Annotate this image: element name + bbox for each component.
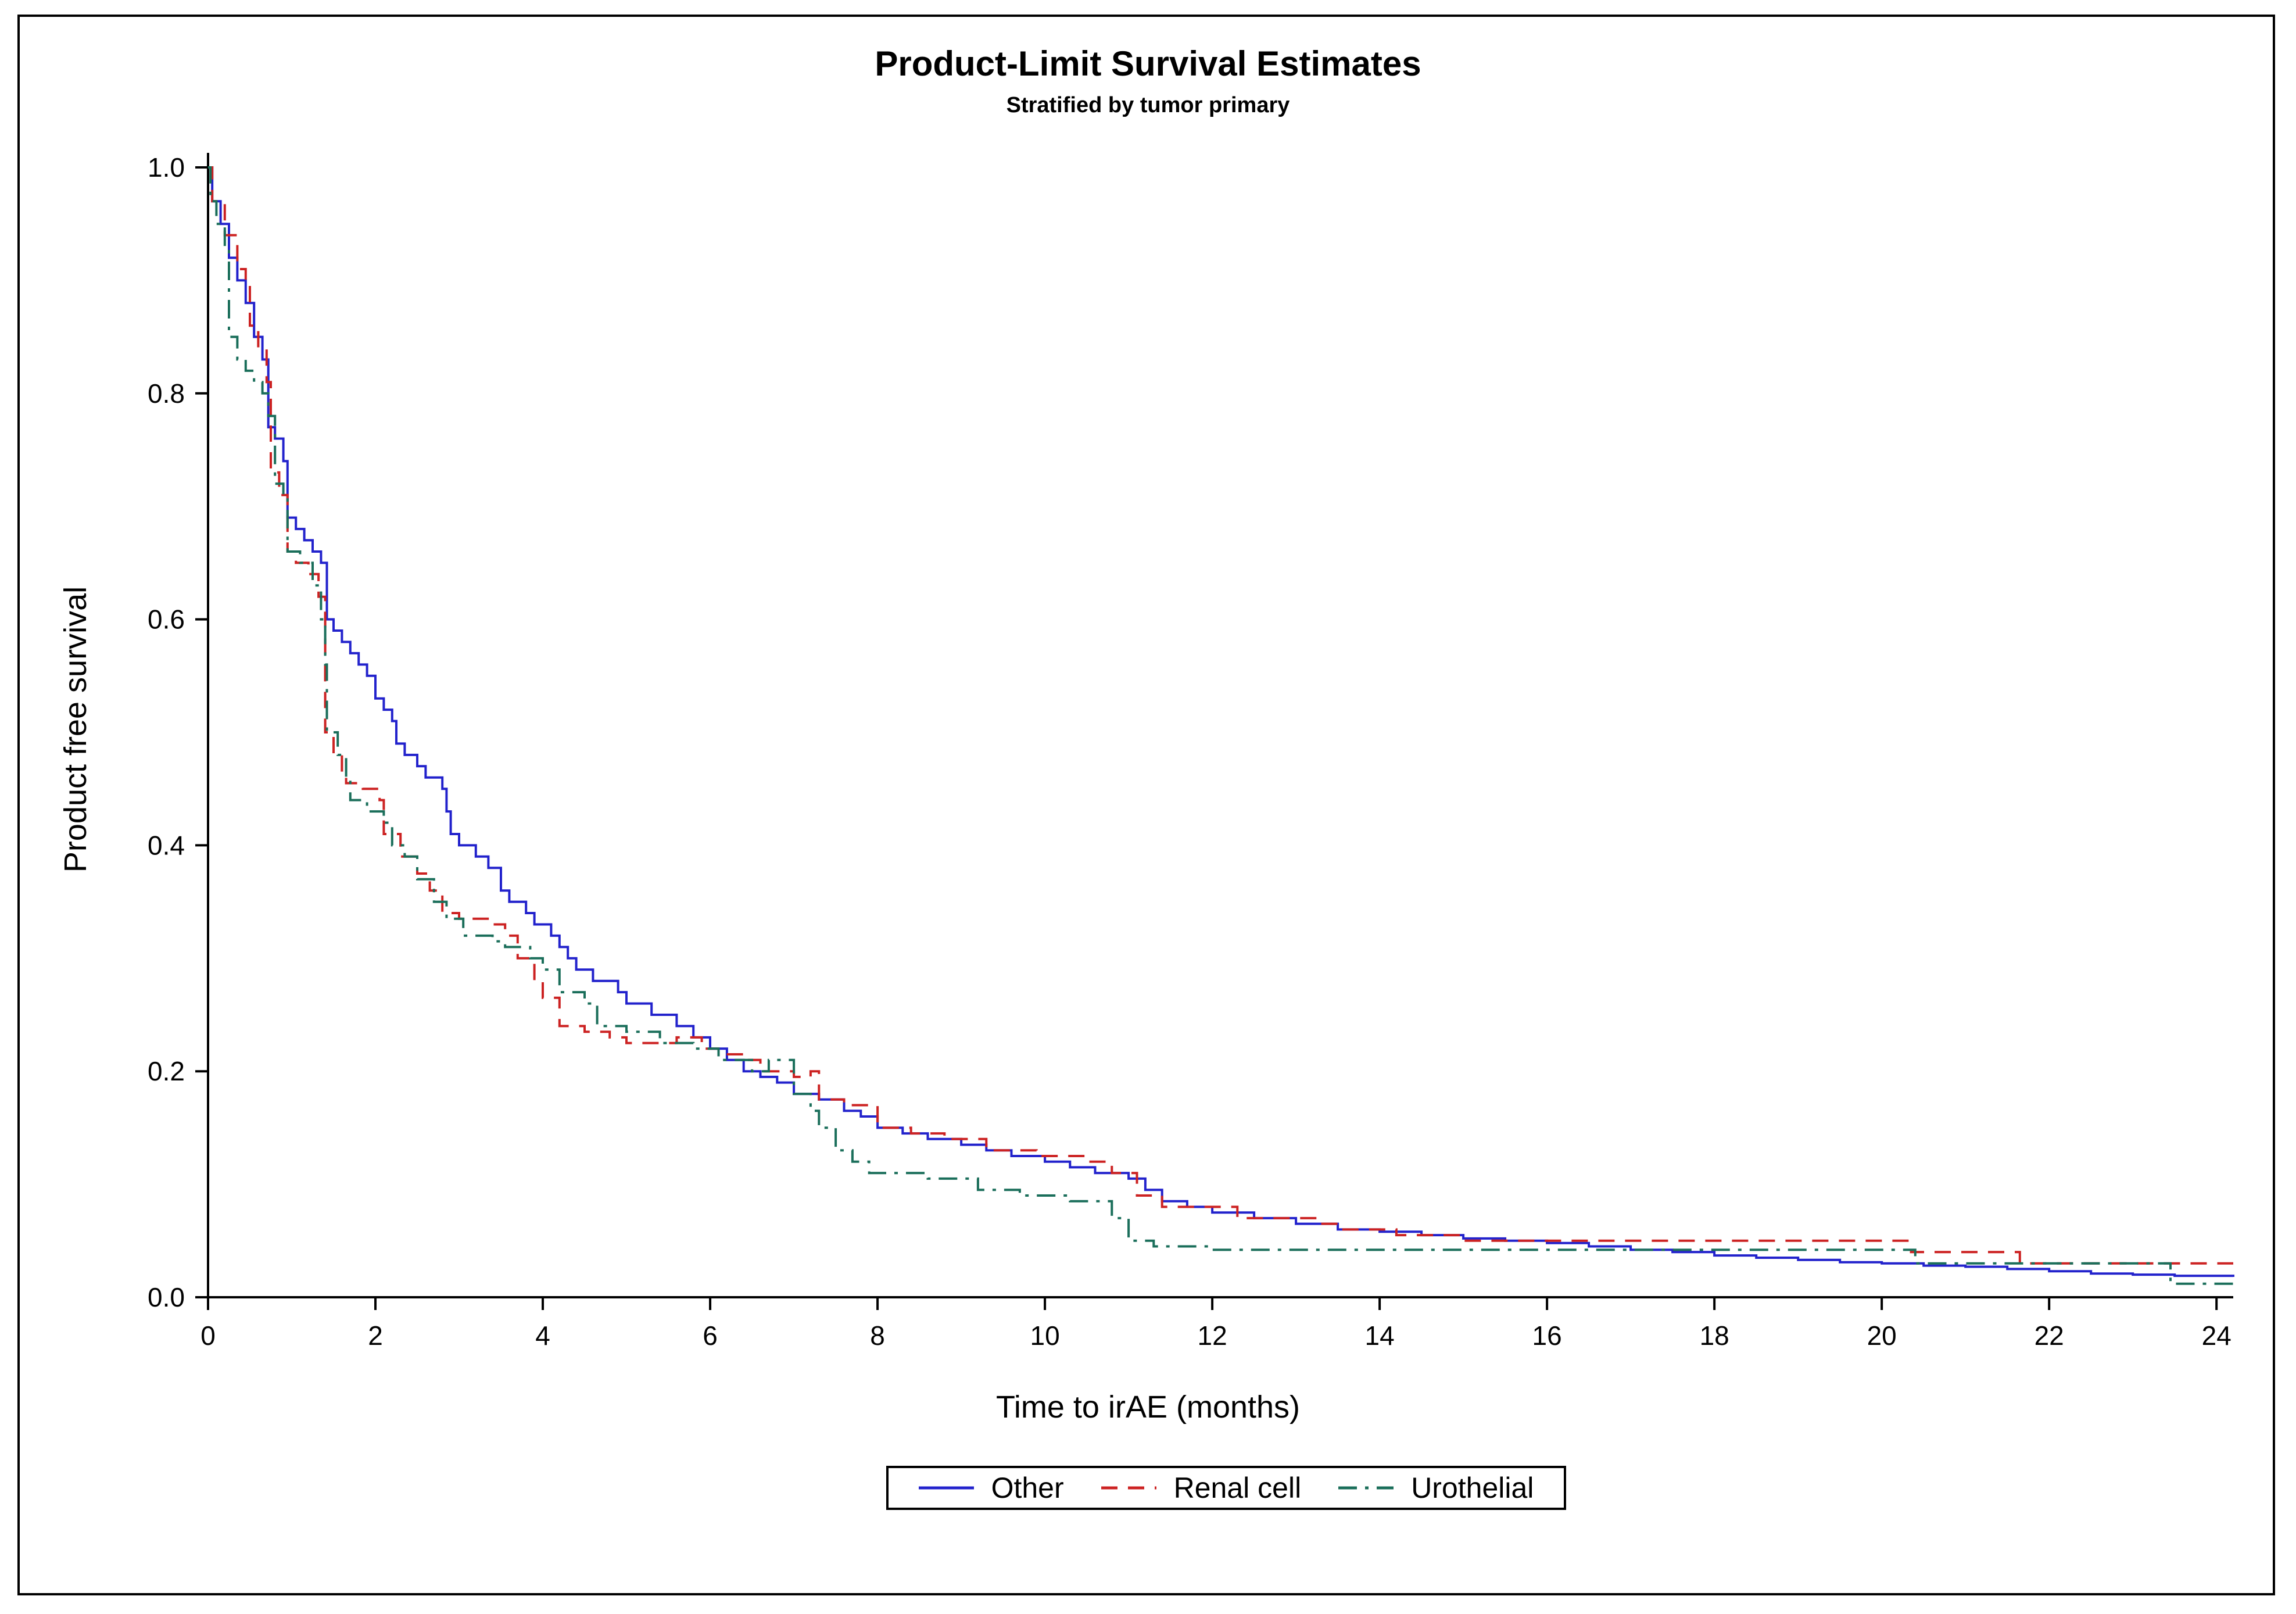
legend-swatch-renal-cell [1101,1486,1156,1490]
series-group [208,166,2234,1285]
x-tick-label: 10 [1030,1320,1059,1351]
x-tick-label: 14 [1365,1320,1395,1351]
x-tick-label: 16 [1532,1320,1562,1351]
y-tick-label: 0.4 [148,830,185,860]
x-tick-label: 12 [1198,1320,1227,1351]
x-tick-label: 18 [1700,1320,1729,1351]
legend-swatch-urothelial [1338,1486,1394,1490]
x-tick-label: 20 [1867,1320,1897,1351]
legend: Other Renal cell Urothelial [886,1466,1566,1510]
chart-title: Product-Limit Survival Estimates [875,44,1421,83]
chart-subtitle: Stratified by tumor primary [1006,93,1290,117]
y-tick-label: 0.8 [148,378,185,409]
y-tick-label: 1.0 [148,152,185,182]
legend-item-urothelial: Urothelial [1338,1471,1534,1505]
series-line-urothelial [208,166,2233,1285]
legend-label-urothelial: Urothelial [1411,1472,1534,1504]
x-tick-label: 6 [703,1320,718,1351]
series-line-other [208,166,2234,1277]
legend-label-other: Other [991,1472,1064,1504]
legend-swatch-other [918,1486,974,1490]
chart-frame [17,15,2275,1595]
legend-label-renal-cell: Renal cell [1173,1472,1302,1504]
x-tick-label: 24 [2202,1320,2231,1351]
x-tick-label: 8 [870,1320,885,1351]
x-tick-label: 4 [535,1320,550,1351]
x-axis-label: Time to irAE (months) [995,1390,1301,1425]
x-tick-label: 2 [368,1320,383,1351]
legend-item-other: Other [918,1471,1064,1505]
y-tick-label: 0.0 [148,1282,185,1312]
y-tick-label: 0.6 [148,604,185,635]
legend-item-renal-cell: Renal cell [1101,1471,1302,1505]
x-tick-label: 0 [200,1320,216,1351]
series-line-renal-cell [208,166,2233,1265]
y-tick-label: 0.2 [148,1056,185,1086]
axes: 0 2 4 6 8 10 12 14 16 18 20 22 240.00.20.40.60.81.0 [148,152,2233,1351]
x-tick-label: 22 [2034,1320,2064,1351]
y-axis-label: Product free survival [58,586,93,873]
